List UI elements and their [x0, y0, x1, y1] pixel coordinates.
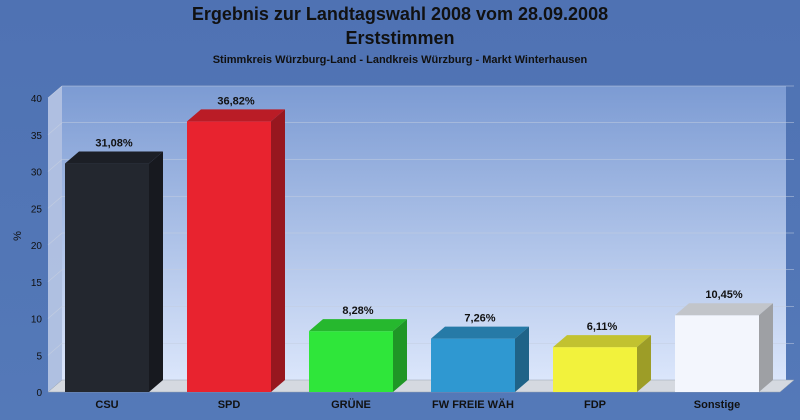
y-tick-label: 40 [31, 94, 43, 105]
gridline-diagonal [47, 159, 63, 172]
bar-fw-freie-w-h [431, 338, 515, 392]
bar-fdp [553, 347, 637, 392]
data-label: 6,11% [587, 321, 618, 333]
bar-side [393, 319, 407, 392]
x-tick-label: FDP [584, 399, 606, 411]
y-tick-label: 35 [31, 131, 43, 142]
bar-sonstige [675, 315, 759, 392]
bar-top [187, 109, 285, 122]
bar-top [431, 326, 529, 339]
bar-top [65, 151, 163, 164]
gridline-diagonal [47, 343, 63, 356]
data-label: 36,82% [217, 95, 255, 107]
bar-gr-ne [309, 331, 393, 392]
y-tick-label: 5 [36, 351, 42, 362]
y-tick-label: 30 [31, 168, 43, 179]
gridline-diagonal [47, 196, 63, 209]
gridline-diagonal [47, 269, 63, 282]
data-label: 8,28% [342, 305, 373, 317]
bar-top [675, 303, 773, 316]
chart-subsubtitle: Stimmkreis Würzburg-Land - Landkreis Wür… [212, 54, 588, 66]
y-tick-label: 10 [31, 315, 43, 326]
x-tick-label: Sonstige [694, 399, 740, 411]
data-label: 31,08% [95, 138, 133, 150]
y-tick-label: 0 [36, 388, 42, 399]
bar-side [271, 109, 285, 393]
x-tick-label: GRÜNE [331, 398, 371, 411]
gridline-diagonal [47, 122, 63, 135]
gridline-diagonal [47, 85, 63, 99]
bar-csu [65, 163, 149, 392]
y-tick-label: 25 [31, 204, 43, 215]
y-tick-label: 15 [31, 278, 43, 289]
bar-side [515, 326, 529, 392]
x-tick-label: CSU [95, 399, 118, 411]
x-tick-label: SPD [218, 399, 241, 411]
x-tick-label: FW FREIE WÄH [432, 398, 514, 411]
bar-top [553, 335, 651, 348]
data-label: 10,45% [705, 289, 743, 301]
bar-side [759, 303, 773, 392]
y-axis-label: % [12, 231, 24, 241]
chart-title: Ergebnis zur Landtagswahl 2008 vom 28.09… [191, 4, 609, 24]
gridline-diagonal [47, 232, 63, 246]
bar-side [637, 335, 651, 392]
bar-top [309, 319, 407, 332]
y-tick-label: 20 [31, 241, 43, 252]
chart-subtitle: Erststimmen [345, 28, 455, 48]
bar-side [149, 151, 163, 392]
bar-spd [187, 121, 271, 393]
gridline-diagonal [47, 306, 63, 319]
data-label: 7,26% [464, 313, 495, 325]
